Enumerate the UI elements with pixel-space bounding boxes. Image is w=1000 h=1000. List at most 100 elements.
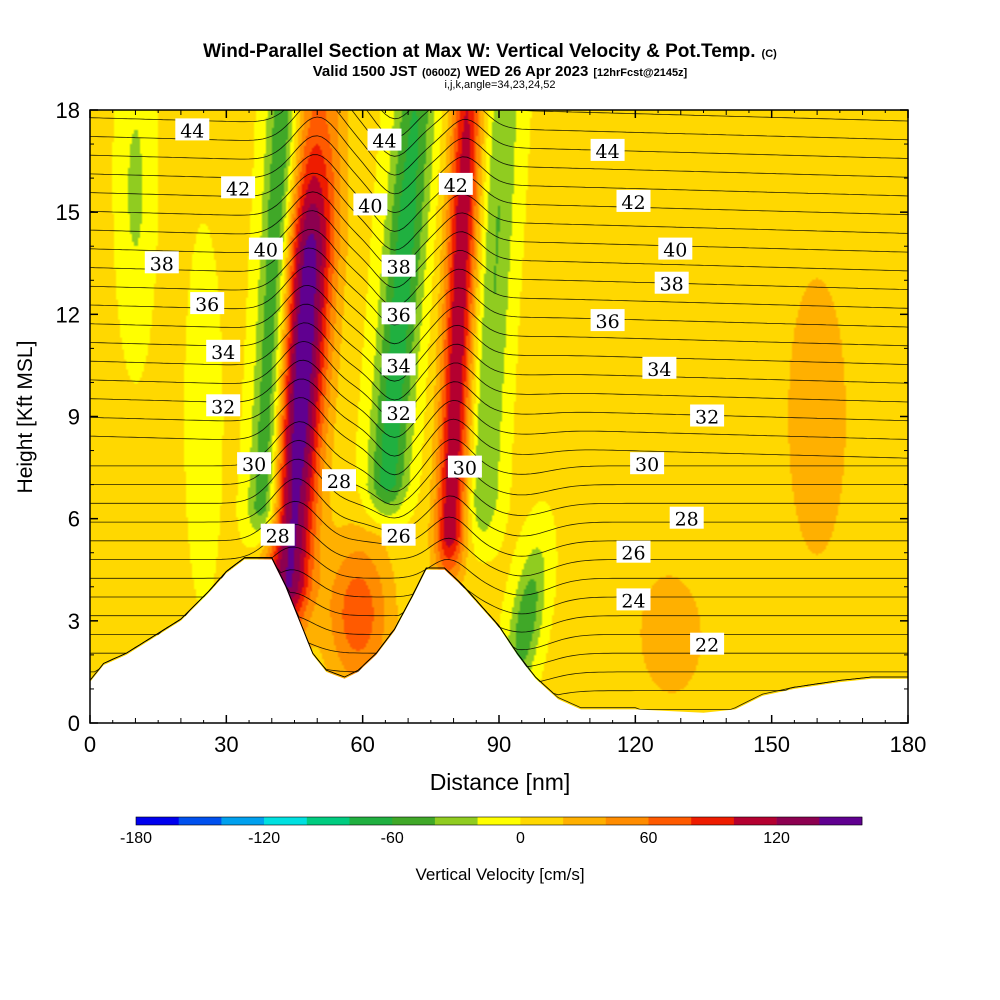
theta-label-text: 34	[387, 355, 411, 377]
theta-label: 30	[237, 452, 272, 476]
theta-label: 26	[616, 540, 651, 565]
theta-label-text: 40	[663, 240, 687, 262]
theta-label: 40	[353, 193, 388, 217]
theta-label-text: 38	[660, 274, 684, 296]
colorbar-label: Vertical Velocity [cm/s]	[415, 865, 584, 884]
y-tick-label: 3	[68, 609, 80, 634]
theta-label-text: 26	[621, 543, 645, 565]
chart-title-unit: (C)	[762, 48, 778, 60]
theta-label-text: 36	[195, 294, 219, 316]
theta-label-text: 30	[242, 454, 266, 476]
theta-label-text: 28	[675, 509, 699, 531]
theta-label-text: 32	[211, 396, 235, 418]
colorbar-swatch	[178, 817, 222, 825]
theta-label-text: 38	[387, 257, 411, 279]
theta-label: 28	[260, 523, 295, 548]
y-tick-label: 15	[56, 200, 80, 225]
x-tick-labels: 0 30 60 90 120 150 180	[84, 732, 926, 757]
colorbar-swatch	[434, 817, 478, 825]
theta-label: 38	[381, 254, 416, 279]
theta-label-text: 22	[695, 635, 719, 657]
theta-label: 36	[590, 309, 625, 333]
theta-label: 42	[438, 172, 473, 197]
subtitle-forecast: [12hrFcst@2145z]	[593, 67, 687, 79]
terrain-mask	[90, 559, 908, 723]
contour-labels: 44 44 44 42 42 42 40 40 40 38 38 38 36 36 36 34 34 34 32 32…	[144, 118, 725, 657]
colorbar-tick-label: 60	[640, 830, 658, 847]
y-tick-labels: 0 3 6 9 12 15 18	[56, 98, 80, 736]
theta-label: 30	[447, 455, 482, 480]
colorbar-swatch	[563, 817, 607, 825]
theta-label-text: 24	[621, 590, 645, 612]
theta-label: 34	[642, 356, 677, 381]
chart-title-text: Wind-Parallel Section at Max W: Vertical…	[203, 41, 755, 62]
plot-area	[90, 110, 908, 723]
theta-label: 26	[381, 523, 416, 548]
theta-label: 34	[206, 339, 241, 364]
subtitle-date: WED 26 Apr 2023	[466, 63, 589, 80]
theta-label-text: 42	[226, 178, 250, 200]
theta-label-text: 36	[387, 304, 411, 326]
colorbar-swatch	[776, 817, 820, 825]
theta-label: 28	[669, 506, 704, 531]
theta-label: 34	[381, 353, 416, 377]
colorbar-tick-labels: -180 -120 -60 0 60 120	[120, 830, 790, 847]
theta-label-text: 42	[621, 192, 645, 214]
colorbar-swatch	[306, 817, 350, 825]
subtitle-utc: (0600Z)	[422, 67, 461, 79]
theta-label-text: 38	[150, 253, 174, 275]
colorbar-tick-label: 0	[516, 830, 525, 847]
theta-label: 42	[616, 189, 651, 214]
y-tick-label: 9	[68, 405, 80, 430]
colorbar-swatch	[392, 817, 436, 825]
theta-label-text: 40	[358, 195, 382, 217]
theta-label: 36	[381, 302, 416, 326]
theta-label-text: 44	[596, 141, 620, 163]
theta-label: 42	[221, 176, 256, 200]
axis-ticks	[89, 109, 909, 724]
colorbar-tick-label: 120	[763, 830, 790, 847]
theta-label-text: 32	[387, 403, 411, 425]
theta-label: 44	[590, 138, 625, 163]
theta-label-text: 44	[180, 120, 204, 142]
chart-title: Wind-Parallel Section at Max W: Vertical…	[203, 41, 777, 62]
theta-label-text: 32	[695, 407, 719, 429]
theta-label: 28	[322, 469, 356, 493]
colorbar-swatch	[349, 817, 393, 825]
x-axis-label: Distance [nm]	[430, 769, 571, 795]
theta-label: 44	[175, 118, 210, 142]
x-tick-label: 90	[487, 732, 511, 757]
theta-label-text: 42	[444, 175, 468, 197]
theta-label-text: 40	[254, 240, 278, 262]
theta-label: 32	[690, 404, 725, 429]
chart-subtitle: Valid 1500 JST (0600Z) WED 26 Apr 2023 [12h…	[313, 63, 688, 80]
theta-label-text: 44	[372, 131, 396, 153]
theta-label: 38	[144, 251, 179, 275]
subtitle-valid: Valid 1500 JST	[313, 63, 417, 80]
colorbar-swatch	[477, 817, 521, 825]
theta-label: 44	[367, 128, 402, 153]
theta-label: 30	[630, 452, 665, 476]
x-tick-label: 30	[214, 732, 238, 757]
theta-label: 24	[616, 588, 651, 612]
y-tick-label: 18	[56, 98, 80, 123]
colorbar-tick-label: -60	[381, 830, 404, 847]
colorbar-swatch	[648, 817, 692, 825]
x-tick-label: 180	[890, 732, 927, 757]
colorbar-swatch	[264, 817, 308, 825]
chart-subtitle-indices: i,j,k,angle=34,23,24,52	[444, 79, 555, 91]
y-tick-label: 0	[68, 711, 80, 736]
x-tick-label: 120	[617, 732, 654, 757]
x-tick-label: 0	[84, 732, 96, 757]
theta-label-text: 28	[327, 471, 351, 493]
theta-label: 32	[206, 394, 241, 418]
theta-label: 40	[658, 237, 693, 262]
theta-label: 32	[381, 401, 416, 425]
colorbar-swatch	[691, 817, 735, 825]
theta-label-text: 34	[647, 359, 671, 381]
colorbar-swatch	[136, 817, 179, 825]
colorbar-swatch	[221, 817, 265, 825]
x-tick-label: 150	[753, 732, 790, 757]
colorbar	[135, 816, 863, 826]
